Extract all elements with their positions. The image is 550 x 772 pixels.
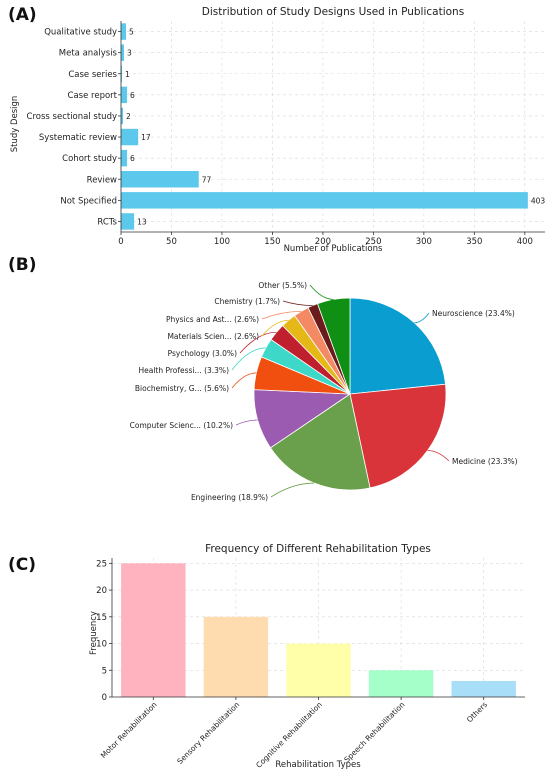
pie-label: Engineering (18.9%) — [191, 493, 268, 502]
x-tick-label: 100 — [214, 237, 230, 247]
pie-label: Other (5.5%) — [258, 281, 307, 290]
x-tick-label: Speech Rehabilitation — [342, 700, 406, 764]
bar — [121, 192, 528, 209]
pie-label: Health Professi... (3.3%) — [138, 366, 229, 375]
bar-value-label: 6 — [130, 91, 135, 100]
bar-value-label: 2 — [126, 112, 131, 121]
pie-leader-line — [414, 312, 430, 324]
y-tick-label: Systematic review — [39, 133, 117, 143]
bar-value-label: 1 — [125, 70, 130, 79]
pie-label: Chemistry (1.7%) — [214, 297, 280, 306]
panel-label-b: (B) — [8, 255, 37, 275]
pie-leader-line — [309, 284, 334, 300]
y-tick-label: Cohort study — [62, 154, 117, 164]
pie-label: Physics and Ast... (2.6%) — [166, 315, 259, 324]
pie-label: Materials Scien... (2.6%) — [167, 332, 259, 341]
y-tick-label: Cross sectional study — [27, 112, 117, 122]
x-tick-label: 250 — [365, 237, 381, 247]
x-tick-label: Sensory Rehabilitation — [175, 700, 241, 766]
x-tick-label: 150 — [264, 237, 280, 247]
pie-leader-line — [261, 319, 289, 337]
y-tick-label: 25 — [96, 559, 107, 569]
pie-label: Neuroscience (23.4%) — [432, 309, 515, 318]
x-tick-label: Motor Rehabilitation — [99, 700, 159, 760]
x-tick-label: 350 — [466, 237, 482, 247]
bar-value-label: 5 — [129, 28, 134, 37]
bar — [121, 563, 186, 697]
bar-value-label: 403 — [531, 196, 546, 205]
bar — [121, 23, 127, 40]
y-tick-label: 20 — [96, 586, 107, 596]
pie-label: Biochemistry, G... (5.6%) — [135, 384, 229, 393]
y-tick-label: Case report — [68, 91, 118, 101]
pie-leader-line — [427, 450, 450, 462]
y-tick-label: RCTs — [97, 217, 117, 227]
bar-value-label: 13 — [137, 217, 147, 226]
y-tick-label: Qualitative study — [44, 28, 117, 38]
pie-leader-line — [235, 419, 258, 426]
bar — [121, 44, 125, 61]
bar — [203, 616, 269, 697]
y-tick-label: Case series — [68, 70, 117, 80]
chart-a-title: Distribution of Study Designs Used in Pu… — [202, 6, 464, 18]
bar-value-label: 6 — [130, 154, 135, 163]
bar — [286, 643, 351, 697]
chart-c-ylabel: Frequency — [89, 611, 99, 655]
y-tick-label: Meta analysis — [59, 49, 118, 59]
y-tick-label: 15 — [96, 613, 107, 623]
pie-slice — [269, 393, 371, 491]
chart-c-xlabel: Rehabilitation Types — [275, 760, 361, 770]
chart-c-title: Frequency of Different Rehabilitation Ty… — [205, 543, 431, 555]
x-tick-label: Others — [465, 700, 489, 724]
pie-label: Computer Scienc... (10.2%) — [130, 421, 233, 430]
pie-leader-line — [231, 372, 257, 389]
y-tick-label: 5 — [102, 666, 107, 676]
bar — [121, 65, 123, 82]
chart-a-xlabel: Number of Publications — [284, 244, 383, 254]
y-tick-label: Not Specified — [60, 196, 117, 206]
y-tick-label: Review — [87, 175, 117, 185]
x-tick-label: 0 — [118, 237, 123, 247]
x-tick-label: 50 — [166, 237, 177, 247]
bar — [121, 213, 135, 230]
bar — [121, 171, 199, 188]
pie-leader-line — [282, 300, 313, 306]
pie-leader-line — [270, 482, 315, 498]
x-tick-label: 200 — [315, 237, 331, 247]
bar — [121, 128, 139, 146]
bar — [121, 149, 128, 167]
pie-label: Psychology (3.0%) — [168, 349, 237, 358]
bar — [121, 107, 124, 125]
rehabilitation-types-chart: Frequency of Different Rehabilitation Ty… — [89, 543, 525, 770]
pie-slice — [349, 297, 446, 395]
study-design-chart: Distribution of Study Designs Used in Pu… — [10, 6, 545, 254]
x-tick-label: 400 — [517, 237, 533, 247]
bar — [121, 86, 128, 104]
panel-label-c: (C) — [8, 555, 36, 575]
bar-value-label: 3 — [127, 49, 132, 58]
panel-label-a: (A) — [8, 5, 37, 25]
pie-label: Medicine (23.3%) — [452, 457, 518, 466]
pie-slice — [349, 383, 447, 489]
x-tick-label: 300 — [416, 237, 432, 247]
y-tick-label: 10 — [96, 640, 107, 650]
subject-area-pie: Neuroscience (23.4%) Medicine (23.3%) Engi… — [130, 281, 518, 502]
pie-leader-line — [261, 310, 302, 320]
pie-leader-line — [239, 331, 277, 354]
bar-value-label: 17 — [141, 133, 151, 142]
pie-leader-line — [231, 347, 266, 371]
pie-slice — [317, 297, 351, 395]
y-tick-label: 0 — [102, 693, 107, 703]
bar — [368, 670, 434, 697]
bar — [451, 680, 516, 697]
chart-a-ylabel: Study Design — [10, 96, 20, 153]
bar-value-label: 77 — [202, 175, 212, 184]
